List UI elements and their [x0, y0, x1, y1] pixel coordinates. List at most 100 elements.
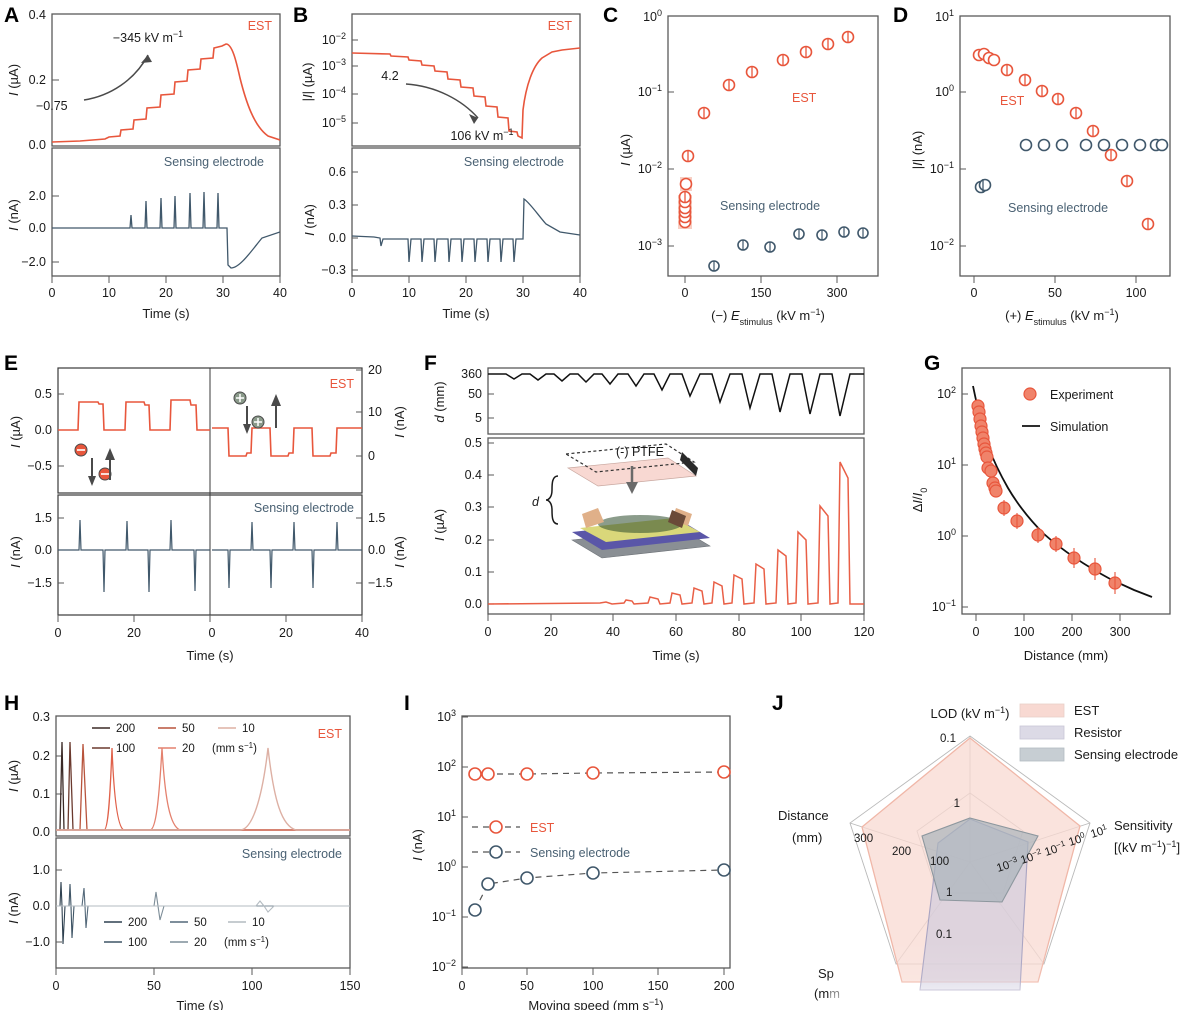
panel-i-legend: EST Sensing electrode	[472, 820, 630, 860]
legend-speed: 200	[128, 917, 147, 929]
panel-e: 0.5 0.0 −0.5 I (µA) 20 10 0 I (nA) 1.5 0…	[0, 350, 420, 680]
ytick: 0.3	[465, 500, 482, 514]
panel-f-brace	[545, 475, 559, 525]
plus-charge-icon-group	[233, 391, 281, 434]
panel-g-xaxis: 0 100 200 300 Distance (mm)	[973, 614, 1131, 663]
legend-speed: 200	[116, 723, 135, 735]
legend-marker-experiment	[1023, 387, 1037, 401]
panel-label-f: F	[424, 352, 437, 375]
xtick: 150	[751, 286, 772, 300]
panel-c-est-points	[678, 30, 855, 229]
arrow-head-icon	[141, 55, 152, 63]
panel-j-axis-label-sensitivity-1: Sensitivity	[1114, 818, 1173, 833]
panel-e-left-sensing-curve	[58, 519, 210, 593]
ytick: 100	[937, 527, 956, 543]
panel-c-yaxis: 100 10−1 10−2 10−3 I (µA)	[618, 8, 674, 253]
legend-speed: 100	[116, 743, 135, 755]
panel-d-legend-sensing: Sensing electrode	[1008, 201, 1108, 215]
panel-a-xlabel: Time (s)	[142, 306, 189, 321]
panel-a-bottom-yaxis: 2.0 0.0 −2.0 I (nA)	[6, 189, 59, 269]
xtick: 300	[1110, 625, 1131, 639]
panel-label-a: A	[4, 4, 20, 27]
panel-g-experiment-points	[971, 399, 1122, 594]
legend-swatch-sensing	[1019, 747, 1065, 762]
ytick: 0.0	[329, 231, 346, 245]
xtick: 100	[583, 979, 604, 993]
panel-c-xlabel: (−) Estimulus (kV m−1)	[711, 307, 825, 327]
ytick: 0.0	[33, 899, 50, 913]
xtick: 40	[573, 286, 587, 300]
panel-d-est-points	[972, 47, 1155, 231]
panel-label-b: B	[293, 4, 309, 27]
xtick: 40	[606, 625, 620, 639]
ytick: 5	[475, 411, 482, 425]
panel-b-trend-arrow	[405, 83, 479, 119]
panel-e-right-est-curve	[212, 427, 362, 457]
panel-f-inset-illustration: (-) PTFE d	[532, 443, 711, 559]
ytick: 0.4	[465, 468, 482, 482]
panel-j-center-tick: 1	[954, 798, 960, 810]
panel-f-xlabel: Time (s)	[652, 648, 699, 663]
panel-h: 0.3 0.2 0.1 0.0 I (µA) 1.0 0.0 −1.0 I (n…	[0, 690, 400, 1010]
panel-c-sensing-points	[708, 226, 869, 272]
xtick: 50	[147, 979, 161, 993]
panel-b-annot-bottom: 106 kV m−1	[450, 127, 513, 143]
panel-e-left-bottom-yaxis: 1.5 0.0 −1.5 I (nA)	[8, 511, 64, 590]
xtick: 0	[55, 626, 62, 640]
ytick: 101	[437, 808, 456, 824]
panel-g-legend: Experiment Simulation	[1022, 387, 1114, 434]
panel-f-top-ylabel: d (mm)	[432, 381, 447, 422]
panel-b-est-curve	[352, 47, 580, 140]
panel-i-est-points	[468, 765, 731, 781]
ytick: 0.1	[33, 787, 50, 801]
xtick: 10	[102, 286, 116, 300]
panel-e-right-top-yaxis: 20 10 0 I (nA)	[356, 363, 407, 463]
panel-b-xlabel: Time (s)	[442, 306, 489, 321]
xtick: 0	[485, 625, 492, 639]
panel-b-annot-top: 4.2	[381, 69, 398, 83]
ytick: 1.5	[368, 511, 385, 525]
panel-a-est-curve	[52, 43, 280, 143]
legend-marker-est	[489, 820, 503, 834]
ytick: 100	[643, 8, 662, 24]
legend-speed: 10	[252, 917, 265, 929]
panel-b-bottom-yaxis: 0.6 0.3 0.0 −0.3 I (nA)	[302, 165, 358, 277]
ytick: 0.3	[33, 710, 50, 724]
ytick: 100	[935, 83, 954, 99]
xtick: 30	[516, 286, 530, 300]
xtick: 20	[544, 625, 558, 639]
panel-e-legend-sensing: Sensing electrode	[254, 501, 354, 515]
panel-a: 0.4 0.2 0.0 I (µA) 2.0 0.0 −2.0 I (nA) 0…	[0, 0, 300, 340]
panel-b: 10−2 10−3 10−4 10−5 |I| (µA) 0.6 0.3 0.0…	[290, 0, 600, 340]
panel-h-xaxis: 0 50 100 150 Time (s)	[53, 968, 361, 1010]
ytick: 102	[937, 385, 956, 401]
ytick: 1.5	[35, 511, 52, 525]
panel-j-lod-tick: 0.1	[940, 733, 956, 745]
xtick: 150	[340, 979, 361, 993]
ytick: −0.3	[321, 263, 346, 277]
minus-charge-icon-group	[74, 443, 115, 486]
panel-h-bottom-ylabel: I (nA)	[6, 892, 21, 924]
ytick: 100	[437, 858, 456, 874]
panel-j-legend: EST Resistor Sensing electrode	[1019, 703, 1178, 762]
ytick: 102	[437, 758, 456, 774]
ytick: 0.0	[33, 825, 50, 839]
legend-marker-sensing	[489, 845, 503, 859]
xtick: 10	[402, 286, 416, 300]
ytick: 0.0	[465, 597, 482, 611]
ytick: 10−2	[930, 237, 954, 253]
dtick: 300	[854, 833, 873, 845]
xtick: 80	[732, 625, 746, 639]
panel-e-left-bottom-ylabel: I (nA)	[8, 536, 23, 568]
panel-label-c: C	[603, 4, 619, 27]
panel-f-distance-curve	[488, 373, 864, 417]
legend-speed: 20	[194, 937, 207, 949]
ytick: 10−2	[322, 31, 346, 47]
ytick: 0.0	[35, 423, 52, 437]
ytick: 10−3	[638, 237, 662, 253]
panel-j-series-sensing	[921, 817, 1039, 903]
ytick: −1.5	[27, 576, 52, 590]
panel-d-xaxis: 0 50 100 (+) Estimulus (kV m−1)	[971, 276, 1146, 327]
panel-i-sensing-points	[468, 863, 731, 917]
panel-a-annot-bottom: −0.75	[36, 99, 68, 113]
